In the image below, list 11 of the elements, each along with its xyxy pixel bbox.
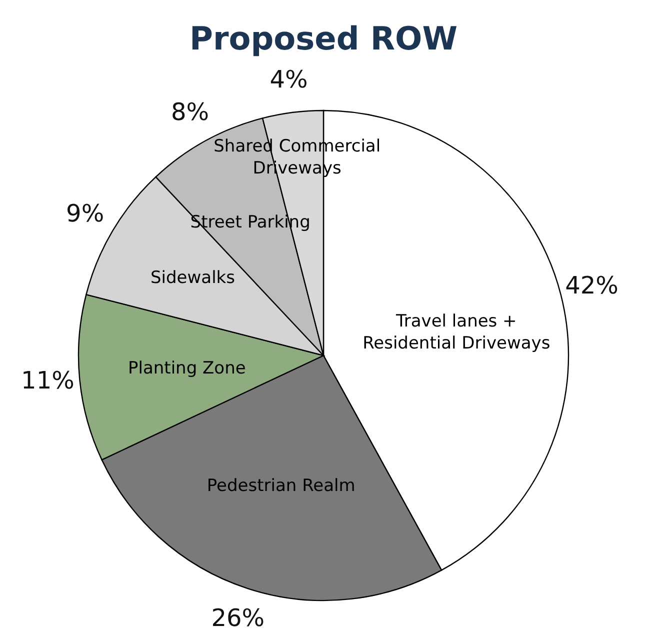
chart-title: Proposed ROW bbox=[189, 20, 458, 58]
data-label: 4% bbox=[270, 66, 308, 94]
data-label: 9% bbox=[66, 199, 104, 228]
slice-label: Planting Zone bbox=[128, 358, 246, 378]
slice-label: Travel lanes + Residential Driveways bbox=[362, 311, 550, 354]
data-label: 11% bbox=[21, 366, 74, 395]
data-label: 8% bbox=[171, 98, 210, 126]
data-label: 26% bbox=[211, 604, 265, 632]
slice-label: Sidewalks bbox=[150, 268, 236, 288]
data-label: 42% bbox=[565, 272, 618, 300]
slice-label: Pedestrian Realm bbox=[206, 476, 356, 496]
